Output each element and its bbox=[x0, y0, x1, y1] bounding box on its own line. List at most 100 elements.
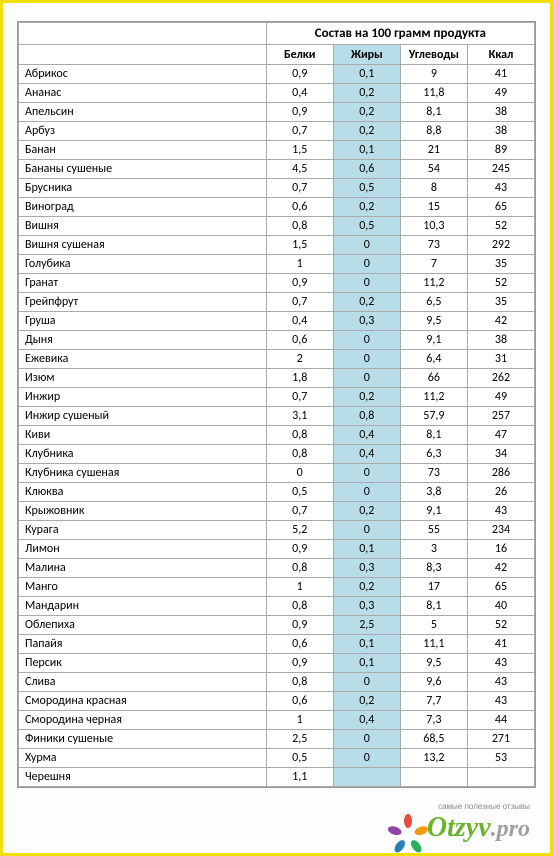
watermark-logo: самые полезные отзывы Otzyv.pro bbox=[393, 813, 530, 843]
table-row: Черешня1,1 bbox=[19, 768, 535, 787]
cell-value: 0 bbox=[266, 464, 333, 483]
cell-value: 38 bbox=[467, 122, 534, 141]
cell-value: 68,5 bbox=[400, 730, 467, 749]
cell-value: 0,2 bbox=[333, 578, 400, 597]
cell-value: 2,5 bbox=[333, 616, 400, 635]
cell-value: 0,5 bbox=[333, 179, 400, 198]
cell-value: 1,8 bbox=[266, 369, 333, 388]
cell-value: 65 bbox=[467, 198, 534, 217]
table-row: Дыня0,609,138 bbox=[19, 331, 535, 350]
table-row: Финики сушеные2,5068,5271 bbox=[19, 730, 535, 749]
cell-value: 0,8 bbox=[266, 426, 333, 445]
cell-value: 8 bbox=[400, 179, 467, 198]
cell-value: 0,7 bbox=[266, 293, 333, 312]
cell-value: 8,1 bbox=[400, 597, 467, 616]
table-row: Киви0,80,48,147 bbox=[19, 426, 535, 445]
cell-value: 0,1 bbox=[333, 540, 400, 559]
cell-value: 11,1 bbox=[400, 635, 467, 654]
cell-value: 6,4 bbox=[400, 350, 467, 369]
table-row: Арбуз0,70,28,838 bbox=[19, 122, 535, 141]
cell-product-name: Мандарин bbox=[19, 597, 267, 616]
table-row: Крыжовник0,70,29,143 bbox=[19, 502, 535, 521]
cell-value: 0,9 bbox=[266, 616, 333, 635]
cell-value: 0,3 bbox=[333, 559, 400, 578]
cell-product-name: Инжир сушеный bbox=[19, 407, 267, 426]
cell-value: 0,1 bbox=[333, 654, 400, 673]
cell-value: 52 bbox=[467, 217, 534, 236]
cell-value: 0,5 bbox=[333, 217, 400, 236]
cell-value: 53 bbox=[467, 749, 534, 768]
cell-value: 4,5 bbox=[266, 160, 333, 179]
cell-value: 42 bbox=[467, 312, 534, 331]
cell-value: 8,1 bbox=[400, 426, 467, 445]
cell-value: 0,8 bbox=[266, 597, 333, 616]
logo-tagline: самые полезные отзывы bbox=[438, 803, 530, 810]
cell-product-name: Финики сушеные bbox=[19, 730, 267, 749]
cell-product-name: Вишня bbox=[19, 217, 267, 236]
cell-value: 13,2 bbox=[400, 749, 467, 768]
logo-text: самые полезные отзывы Otzyv.pro bbox=[427, 815, 530, 841]
cell-value: 3,1 bbox=[266, 407, 333, 426]
cell-value: 0,1 bbox=[333, 635, 400, 654]
cell-value: 7,3 bbox=[400, 711, 467, 730]
cell-value: 42 bbox=[467, 559, 534, 578]
cell-value: 49 bbox=[467, 388, 534, 407]
table-row: Изюм1,8066262 bbox=[19, 369, 535, 388]
cell-value: 43 bbox=[467, 502, 534, 521]
cell-product-name: Бананы сушеные bbox=[19, 160, 267, 179]
cell-product-name: Малина bbox=[19, 559, 267, 578]
cell-value: 3,8 bbox=[400, 483, 467, 502]
cell-value: 0,7 bbox=[266, 179, 333, 198]
cell-value: 0,2 bbox=[333, 692, 400, 711]
cell-product-name: Груша bbox=[19, 312, 267, 331]
cell-value: 0,1 bbox=[333, 141, 400, 160]
cell-value: 1,5 bbox=[266, 236, 333, 255]
cell-value: 0,5 bbox=[266, 483, 333, 502]
table-row: Папайя0,60,111,141 bbox=[19, 635, 535, 654]
table-header-super: Состав на 100 грамм продукта bbox=[19, 23, 535, 45]
cell-value: 9 bbox=[400, 65, 467, 84]
cell-value: 35 bbox=[467, 255, 534, 274]
nutrition-table-container: Состав на 100 грамм продукта Белки Жиры … bbox=[17, 21, 536, 788]
cell-value: 2,5 bbox=[266, 730, 333, 749]
cell-value: 0,9 bbox=[266, 103, 333, 122]
cell-product-name: Лимон bbox=[19, 540, 267, 559]
table-row: Бананы сушеные4,50,654245 bbox=[19, 160, 535, 179]
cell-value: 0,2 bbox=[333, 103, 400, 122]
cell-value: 44 bbox=[467, 711, 534, 730]
cell-product-name: Слива bbox=[19, 673, 267, 692]
cell-value: 292 bbox=[467, 236, 534, 255]
cell-product-name: Голубика bbox=[19, 255, 267, 274]
table-body: Абрикос0,90,1941Ананас0,40,211,849Апельс… bbox=[19, 65, 535, 787]
cell-value: 17 bbox=[400, 578, 467, 597]
cell-value: 234 bbox=[467, 521, 534, 540]
cell-value: 0,8 bbox=[266, 217, 333, 236]
cell-value: 9,6 bbox=[400, 673, 467, 692]
cell-value: 0,7 bbox=[266, 388, 333, 407]
cell-value: 43 bbox=[467, 654, 534, 673]
table-row: Клюква0,503,826 bbox=[19, 483, 535, 502]
cell-value: 54 bbox=[400, 160, 467, 179]
cell-value: 0 bbox=[333, 274, 400, 293]
cell-product-name: Ежевика bbox=[19, 350, 267, 369]
cell-value: 0,2 bbox=[333, 84, 400, 103]
table-row: Мандарин0,80,38,140 bbox=[19, 597, 535, 616]
cell-value: 0,8 bbox=[266, 559, 333, 578]
cell-value: 1 bbox=[266, 711, 333, 730]
cell-product-name: Папайя bbox=[19, 635, 267, 654]
cell-value: 11,8 bbox=[400, 84, 467, 103]
table-row: Слива0,809,643 bbox=[19, 673, 535, 692]
cell-value: 5 bbox=[400, 616, 467, 635]
table-row: Виноград0,60,21565 bbox=[19, 198, 535, 217]
logo-brand-suffix: .pro bbox=[491, 816, 530, 842]
cell-value: 8,8 bbox=[400, 122, 467, 141]
cell-value: 9,5 bbox=[400, 654, 467, 673]
cell-value: 271 bbox=[467, 730, 534, 749]
cell-value: 0,5 bbox=[266, 749, 333, 768]
header-protein: Белки bbox=[266, 45, 333, 65]
cell-product-name: Гранат bbox=[19, 274, 267, 293]
cell-value: 0,2 bbox=[333, 502, 400, 521]
table-row: Грейпфрут0,70,26,535 bbox=[19, 293, 535, 312]
cell-product-name: Киви bbox=[19, 426, 267, 445]
cell-value: 0 bbox=[333, 521, 400, 540]
